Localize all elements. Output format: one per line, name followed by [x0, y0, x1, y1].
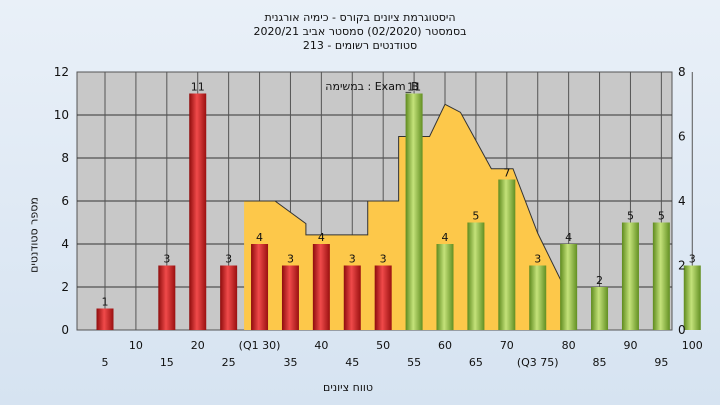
chart-title-line-2: בסמסטר (02/2020) סמסטר אביב 2020/21	[253, 25, 467, 38]
data-label-100: 3	[689, 253, 696, 266]
y2-tick-label: 2	[678, 259, 686, 273]
y-tick-label: 12	[54, 65, 69, 79]
chart-annotation: במשימה : Exam_B	[325, 80, 418, 93]
data-label-25: 3	[225, 253, 232, 266]
data-label-40: 4	[318, 231, 325, 244]
data-label-50: 3	[380, 253, 387, 266]
bar-100	[683, 265, 701, 330]
x-tick-label-95: 95	[654, 356, 668, 369]
x-tick-label-85: 85	[593, 356, 607, 369]
x-tick-label-35: 35	[283, 356, 297, 369]
bar-60	[436, 244, 454, 330]
data-label-30: 4	[256, 231, 263, 244]
bar-75	[529, 265, 547, 330]
chart-title: היסטוגרמת ציונים בקורס - כימיה אורגנית ב…	[0, 11, 720, 53]
x-tick-label-65: 65	[469, 356, 483, 369]
x-tick-label-40: 40	[314, 339, 328, 352]
chart-title-line-3: סטודנטים רשומים - 213	[302, 39, 418, 52]
y-axis-label: מספר סטודנטים	[27, 197, 41, 273]
bar-45	[343, 265, 361, 330]
chart-title-line-1: היסטוגרמת ציונים בקורס - כימיה אורגנית	[264, 11, 456, 24]
x-tick-label-10: 10	[129, 339, 143, 352]
data-label-75: 3	[534, 253, 541, 266]
data-label-90: 5	[627, 210, 634, 223]
bar-50	[374, 265, 392, 330]
data-label-65: 5	[472, 210, 479, 223]
bar-25	[220, 265, 238, 330]
y-tick-label: 6	[61, 194, 69, 208]
bar-30	[251, 244, 269, 330]
x-tick-label-60: 60	[438, 339, 452, 352]
background-area-outline	[244, 103, 570, 297]
y-tick-label: 4	[61, 237, 69, 251]
y2-tick-label: 6	[678, 130, 686, 144]
bar-55	[405, 93, 423, 330]
y2-tick-label: 0	[678, 323, 686, 337]
data-label-95: 5	[658, 210, 665, 223]
bar-20	[189, 93, 207, 330]
data-label-85: 2	[596, 274, 603, 287]
y-tick-label: 10	[54, 108, 69, 122]
x-tick-label-90: 90	[623, 339, 637, 352]
bar-80	[560, 244, 578, 330]
x-tick-label-30: (Q1 30)	[239, 339, 281, 352]
x-tick-label-50: 50	[376, 339, 390, 352]
data-label-15: 3	[163, 253, 170, 266]
bar-5	[96, 308, 114, 330]
y2-tick-label: 4	[678, 194, 686, 208]
x-tick-label-80: 80	[562, 339, 576, 352]
bar-70	[498, 179, 516, 330]
bar-85	[591, 287, 609, 330]
data-label-55: 11	[407, 81, 421, 94]
data-label-5: 1	[102, 296, 109, 309]
x-tick-label-100: 100	[682, 339, 703, 352]
bar-15	[158, 265, 176, 330]
data-label-45: 3	[349, 253, 356, 266]
bar-35	[281, 265, 299, 330]
x-axis-label: טווח ציונים	[323, 381, 373, 394]
data-label-20: 11	[191, 81, 205, 94]
x-tick-label-75: (Q3 75)	[517, 356, 559, 369]
bar-95	[652, 222, 670, 330]
data-label-60: 4	[442, 231, 449, 244]
data-label-80: 4	[565, 231, 572, 244]
y-tick-label: 0	[61, 323, 69, 337]
data-label-35: 3	[287, 253, 294, 266]
x-tick-label-15: 15	[160, 356, 174, 369]
x-tick-label-20: 20	[191, 339, 205, 352]
y-tick-label: 8	[61, 151, 69, 165]
y2-tick-label: 8	[678, 65, 686, 79]
x-tick-label-55: 55	[407, 356, 421, 369]
bar-40	[312, 244, 330, 330]
bar-90	[621, 222, 639, 330]
x-tick-label-70: 70	[500, 339, 514, 352]
y-tick-label: 2	[61, 280, 69, 294]
x-tick-label-5: 5	[102, 356, 109, 369]
data-label-70: 7	[503, 167, 510, 180]
x-tick-label-25: 25	[222, 356, 236, 369]
bar-65	[467, 222, 485, 330]
x-tick-label-45: 45	[345, 356, 359, 369]
